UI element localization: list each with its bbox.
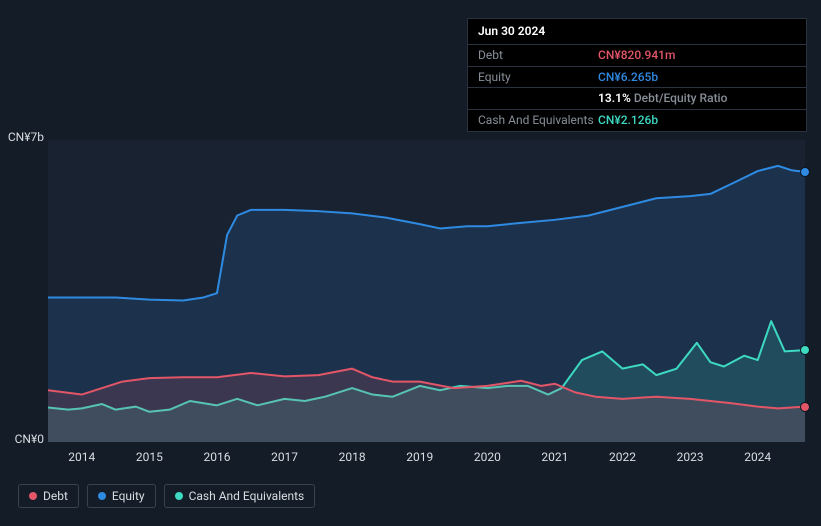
tooltip-row: 13.1% Debt/Equity Ratio <box>468 88 806 110</box>
x-axis-labels: 2014 2015 2016 2017 2018 2019 2020 2021 2022 2023… <box>48 450 805 470</box>
tooltip-row-label <box>478 90 598 107</box>
legend-item-label: Cash And Equivalents <box>189 489 305 503</box>
legend-item-debt[interactable]: Debt <box>18 484 79 508</box>
tooltip-row-label: Equity <box>478 69 598 86</box>
x-tick-label: 2014 <box>68 450 95 464</box>
tooltip-row: DebtCN¥820.941m <box>468 45 806 67</box>
tooltip-date: Jun 30 2024 <box>468 19 806 45</box>
x-tick-label: 2016 <box>203 450 230 464</box>
tooltip-row: Cash And EquivalentsCN¥2.126b <box>468 110 806 131</box>
chart-legend: Debt Equity Cash And Equivalents <box>18 484 315 508</box>
legend-dot-icon <box>98 492 106 500</box>
legend-dot-icon <box>29 492 37 500</box>
x-tick-label: 2019 <box>406 450 433 464</box>
y-tick-label: CN¥0 <box>0 432 44 446</box>
chart-plot <box>48 140 805 442</box>
x-tick-label: 2018 <box>339 450 366 464</box>
x-tick-label: 2023 <box>677 450 704 464</box>
cash-end-marker <box>800 345 810 355</box>
legend-item-label: Equity <box>112 489 145 503</box>
legend-item-label: Debt <box>43 489 68 503</box>
tooltip-row-value: 13.1% Debt/Equity Ratio <box>598 90 727 107</box>
x-tick-label: 2017 <box>271 450 298 464</box>
debt-end-marker <box>800 402 810 412</box>
tooltip-row: EquityCN¥6.265b <box>468 67 806 89</box>
tooltip-row-value: CN¥820.941m <box>598 47 675 64</box>
x-tick-label: 2024 <box>744 450 771 464</box>
legend-item-equity[interactable]: Equity <box>87 484 156 508</box>
tooltip-row-value: CN¥2.126b <box>598 112 658 129</box>
x-tick-label: 2021 <box>541 450 568 464</box>
legend-item-cash-and-equivalents[interactable]: Cash And Equivalents <box>164 484 316 508</box>
x-tick-label: 2020 <box>474 450 501 464</box>
tooltip-row-label: Cash And Equivalents <box>478 112 598 129</box>
tooltip-row-value: CN¥6.265b <box>598 69 658 86</box>
equity-end-marker <box>800 167 810 177</box>
tooltip-row-label: Debt <box>478 47 598 64</box>
y-tick-label: CN¥7b <box>0 130 44 144</box>
x-tick-label: 2022 <box>609 450 636 464</box>
chart-tooltip: Jun 30 2024 DebtCN¥820.941mEquityCN¥6.26… <box>467 18 807 132</box>
x-tick-label: 2015 <box>136 450 163 464</box>
legend-dot-icon <box>175 492 183 500</box>
